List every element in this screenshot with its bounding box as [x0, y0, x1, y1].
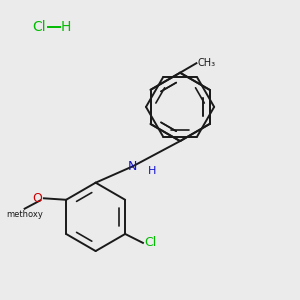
Text: H: H — [148, 166, 156, 176]
Text: CH₃: CH₃ — [198, 58, 216, 68]
Text: H: H — [61, 20, 71, 34]
Text: Cl: Cl — [144, 236, 157, 249]
Text: O: O — [32, 192, 42, 205]
Text: Cl: Cl — [32, 20, 46, 34]
Text: N: N — [128, 160, 137, 173]
Text: methoxy: methoxy — [6, 210, 43, 219]
